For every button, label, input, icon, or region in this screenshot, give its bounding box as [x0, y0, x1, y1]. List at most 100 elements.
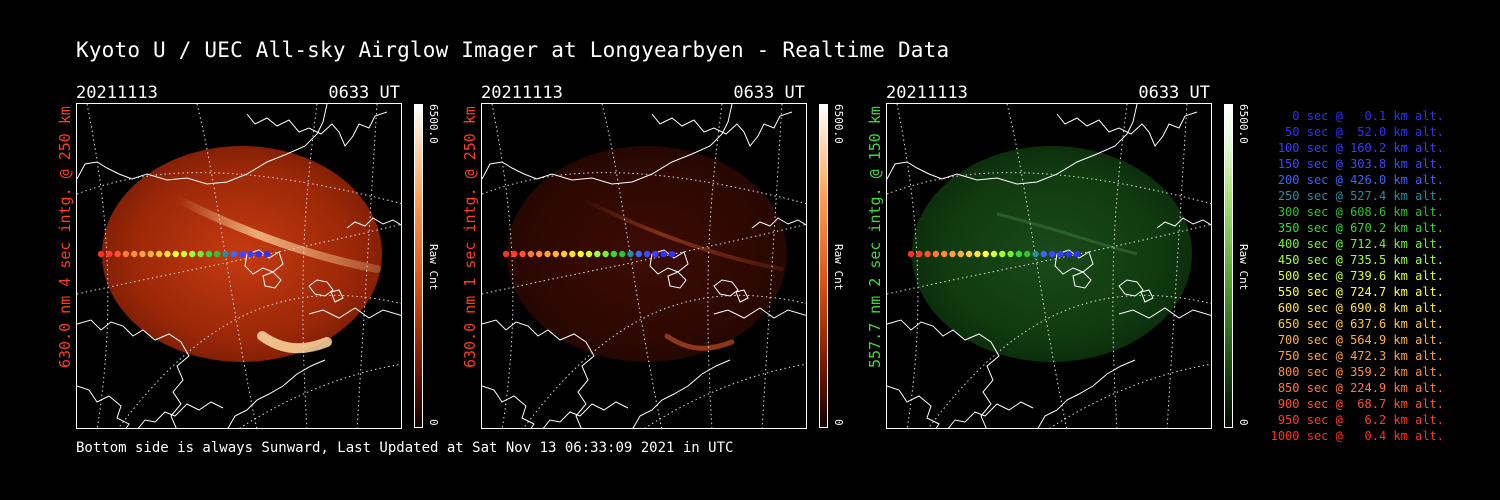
- panel-1-sky-image: [76, 103, 402, 429]
- panel-1-grid-line: [196, 104, 258, 428]
- panel-1-trajectory-point: [155, 250, 163, 258]
- panel-3-trajectory-point: [924, 250, 931, 258]
- panel-1-colorbar-max: 6500.0: [427, 104, 440, 144]
- panel-3-auroral-arc: [996, 212, 1138, 256]
- panel-2-time: 0633 UT: [733, 83, 805, 103]
- panel-2-ylabel: 630.0 nm 1 sec intg. @ 250 km: [461, 106, 479, 368]
- panel-3-coastline: [1118, 307, 1211, 319]
- panel-1-ylabel: 630.0 nm 4 sec intg. @ 250 km: [56, 106, 74, 368]
- panel-2-trajectory-point: [635, 250, 642, 258]
- panel-2-coastline: [713, 279, 739, 297]
- panel-2-sky-image: [481, 103, 807, 429]
- panel-2-trajectory-point: [610, 250, 618, 258]
- panel-2-trajectory-point: [569, 250, 576, 258]
- footer-note: Bottom side is always Sunward, Last Upda…: [76, 440, 734, 456]
- panel-3-grid-line: [1112, 104, 1128, 428]
- panel-1-coastline: [77, 319, 190, 428]
- trajectory-legend-row: 250 sec @ 527.4 km alt.: [1270, 189, 1444, 203]
- panel-1-trajectory-point: [164, 250, 171, 258]
- panel-2-coastline: [651, 111, 793, 147]
- trajectory-legend-row: 850 sec @ 224.9 km alt.: [1270, 381, 1444, 395]
- panel-1-grid-line: [302, 104, 318, 428]
- trajectory-legend: 0 sec @ 0.1 km alt. 50 sec @ 52.0 km alt…: [1262, 108, 1444, 444]
- panel-1-trajectory-point: [222, 250, 229, 258]
- panel-3-trajectory-point: [932, 250, 940, 258]
- panel-3-ylabel: 557.7 nm 2 sec intg. @ 150 km: [866, 106, 884, 368]
- panel-1-date: 20211113: [76, 83, 158, 103]
- panel-1-trajectory-point: [122, 250, 130, 258]
- panel-3-trajectory-point: [999, 250, 1006, 258]
- panel-2-auroral-arc: [580, 197, 784, 271]
- trajectory-legend-row: 700 sec @ 564.9 km alt.: [1270, 333, 1444, 347]
- panel-3-coastline: [1118, 279, 1144, 297]
- panel-2-grid-line: [761, 104, 783, 428]
- panel-1-coastline: [77, 385, 130, 428]
- panel-3-coastline: [1140, 289, 1154, 303]
- panel-2-trajectory-point: [560, 250, 568, 258]
- panel-3-coastline: [1056, 111, 1198, 147]
- panel-2-grid-line: [644, 363, 806, 428]
- panel-3-trajectory-point: [1065, 250, 1072, 258]
- panel-3-colorbar: [1224, 104, 1233, 428]
- panel-2-colorbar-min: 0: [832, 419, 845, 426]
- panel-3-sky-image: [886, 103, 1212, 429]
- panel-1-trajectory-point: [139, 250, 146, 258]
- panel-1-trajectory-point: [189, 250, 196, 258]
- trajectory-legend-row: 0 sec @ 0.1 km alt.: [1270, 109, 1444, 123]
- panel-2-trajectory-point: [660, 250, 667, 258]
- panel-3-coastline: [887, 319, 1000, 428]
- panel-2-trajectory-point: [544, 250, 551, 258]
- panel-1-grid-line: [86, 104, 109, 428]
- panel-3-trajectory-point: [965, 250, 973, 258]
- panel-2-coastline: [751, 217, 806, 229]
- panel-2-coastline: [713, 307, 806, 319]
- panel-2-trajectory-point: [627, 250, 634, 258]
- panel-3-colorbar-label: Raw Cnt: [1237, 244, 1250, 291]
- panel-1-grid-line: [239, 363, 401, 428]
- panel-1-trajectory-point: [238, 250, 246, 258]
- panel-1-trajectory-point: [247, 250, 254, 258]
- panel-1-coastline: [262, 271, 282, 289]
- panel-1-trajectory-point: [106, 250, 113, 258]
- panel-3-trajectory-point: [1048, 250, 1056, 258]
- trajectory-legend-row: 350 sec @ 670.2 km alt.: [1270, 221, 1444, 235]
- panel-3-trajectory-point: [1073, 250, 1081, 258]
- panel-3-trajectory-point: [982, 250, 989, 258]
- page-title: Kyoto U / UEC All-sky Airglow Imager at …: [76, 38, 950, 62]
- trajectory-legend-row: 300 sec @ 608.6 km alt.: [1270, 205, 1444, 219]
- panel-1-coastline: [330, 289, 344, 303]
- panel-2-colorbar: [819, 104, 828, 428]
- panel-1-trajectory-point: [114, 250, 121, 258]
- trajectory-legend-row: 800 sec @ 359.2 km alt.: [1270, 365, 1444, 379]
- panel-3-grid-line: [1006, 104, 1068, 428]
- panel-3-trajectory-point: [1057, 250, 1064, 258]
- panel-3-grid-line: [1166, 104, 1188, 428]
- panel-2-colorbar-label: Raw Cnt: [832, 244, 845, 291]
- trajectory-legend-row: 150 sec @ 303.8 km alt.: [1270, 157, 1444, 171]
- trajectory-legend-row: 500 sec @ 739.6 km alt.: [1270, 269, 1444, 283]
- panel-2-trajectory-point: [519, 250, 526, 258]
- trajectory-legend-row: 100 sec @ 160.2 km alt.: [1270, 141, 1444, 155]
- panel-1-colorbar-label: Raw Cnt: [427, 244, 440, 291]
- panel-2-coastline: [482, 319, 595, 428]
- panel-1-trajectory-point: [147, 250, 154, 258]
- panel-2-coastline: [542, 401, 629, 428]
- panel-3-trajectory-point: [1040, 250, 1047, 258]
- panel-3-coastline: [887, 385, 940, 428]
- panel-2-trajectory-point: [643, 250, 651, 258]
- panel-2-trajectory-point: [511, 250, 518, 258]
- panel-1-trajectory-point: [214, 250, 221, 258]
- panel-1-trajectory-point: [97, 250, 105, 258]
- trajectory-legend-row: 950 sec @ 6.2 km alt.: [1270, 413, 1444, 427]
- panel-2-grid-line: [522, 294, 806, 428]
- panel-3-grid-line: [887, 223, 1211, 295]
- panel-2-date: 20211113: [481, 83, 563, 103]
- panel-2-trajectory-point: [594, 250, 601, 258]
- panel-2-coastline: [667, 271, 687, 289]
- trajectory-legend-row: 1000 sec @ 0.4 km alt.: [1270, 429, 1444, 443]
- panel-3-grid-line: [1049, 363, 1211, 428]
- panel-1-colorbar: [414, 104, 423, 428]
- panel-2-colorbar-max: 6500.0: [832, 104, 845, 144]
- panel-3-coastline: [1037, 359, 1136, 428]
- panel-3-grid-line: [927, 294, 1211, 428]
